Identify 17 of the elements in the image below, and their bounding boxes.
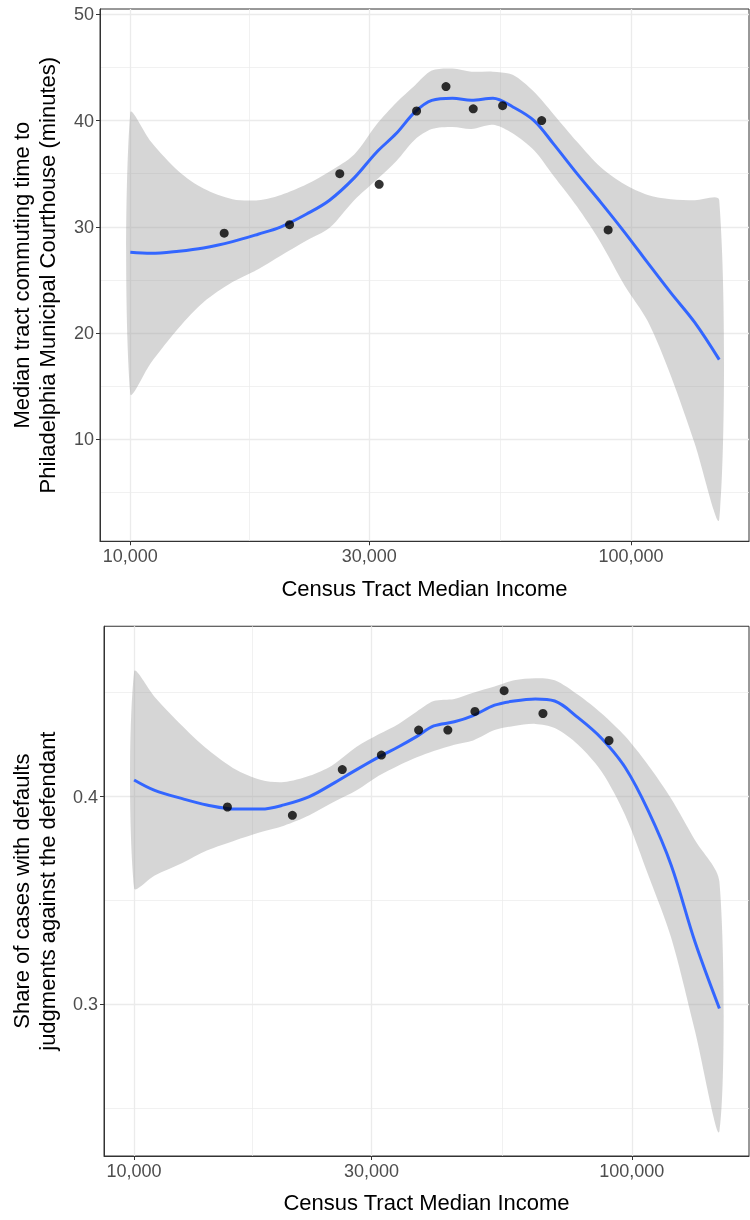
y-axis-title: Share of cases with defaults judgments against the defendant — [8, 731, 60, 1052]
y-axis-title: Median tract commuting time to Philadelphia Municipal Courthouse (minutes) — [8, 56, 60, 494]
x-tick-label: 10,000 — [102, 546, 158, 567]
x-tick-label: 100,000 — [598, 546, 664, 567]
x-axis-title: Census Tract Median Income — [281, 575, 568, 601]
x-tick-label: 10,000 — [106, 1161, 162, 1181]
x-tick-label: 30,000 — [344, 1161, 400, 1181]
x-tick-label: 30,000 — [341, 546, 397, 567]
y-tick-label: 0.3 — [72, 994, 98, 1015]
x-axis-title: Census Tract Median Income — [283, 1189, 570, 1215]
y-tick-label: 40 — [73, 110, 94, 131]
y-tick-label: 30 — [73, 216, 94, 237]
y-tick-label: 20 — [73, 323, 94, 344]
y-tick-label: 50 — [73, 4, 94, 25]
x-tick-label: 100,000 — [599, 1161, 665, 1181]
y-tick-label: 0.4 — [72, 786, 98, 807]
y-tick-label: 10 — [73, 429, 94, 450]
